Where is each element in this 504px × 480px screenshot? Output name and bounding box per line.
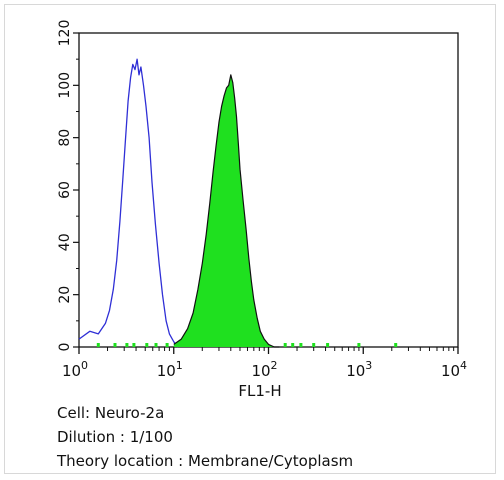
baseline-bit: [394, 343, 398, 347]
baseline-bit: [357, 343, 361, 347]
y-tick-label: 120: [57, 20, 73, 47]
histogram-chart: 0 20 40 60 80 100 120 100 101 102 103 104 FL1-H: [57, 20, 467, 400]
y-tick-label: 20: [57, 286, 73, 304]
y-tick-label: 100: [57, 72, 73, 99]
y-tick-label: 40: [57, 233, 73, 251]
baseline-bit: [165, 343, 169, 347]
x-tick-label: 100: [62, 359, 88, 380]
x-axis-label: FL1-H: [238, 382, 281, 400]
x-tick-label: 104: [441, 359, 467, 380]
series-layer: [78, 58, 398, 348]
x-tick-label: 102: [251, 359, 277, 380]
baseline-bit: [291, 343, 295, 347]
baseline-bit: [145, 343, 149, 347]
caption-location: Theory location : Membrane/Cytoplasm: [57, 452, 354, 470]
series-0-line: [78, 58, 179, 348]
baseline-bit: [125, 343, 129, 347]
x-tick-label: 101: [157, 359, 183, 380]
y-tick-label: 80: [57, 129, 73, 147]
baseline-bit: [96, 343, 100, 347]
caption-dilution: Dilution : 1/100: [57, 428, 173, 446]
baseline-bit: [312, 343, 316, 347]
baseline-bit: [113, 343, 117, 347]
baseline-bit: [154, 343, 158, 347]
baseline-bit: [299, 343, 303, 347]
series-1-edge: [173, 74, 280, 348]
figure-frame: [4, 4, 496, 474]
axis-layer: 0 20 40 60 80 100 120 100 101 102 103 104: [57, 20, 467, 380]
x-tick-label: 103: [346, 359, 372, 380]
baseline-bit: [326, 343, 330, 347]
caption-cell: Cell: Neuro-2a: [57, 404, 165, 422]
plot-area: [78, 32, 459, 348]
y-tick-label: 60: [57, 181, 73, 199]
baseline-bit: [283, 343, 287, 347]
y-tick-label: 0: [57, 343, 73, 352]
baseline-bit: [132, 343, 136, 347]
